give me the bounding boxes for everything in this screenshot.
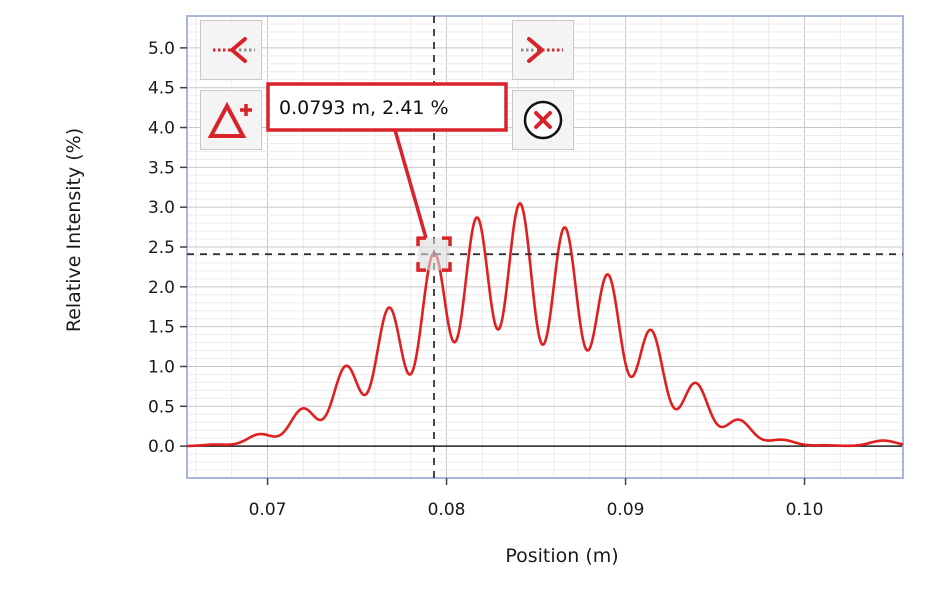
y-tick-label: 2.0 bbox=[148, 278, 175, 298]
prev-peak-button[interactable] bbox=[200, 20, 262, 80]
x-tick-label: 0.10 bbox=[786, 500, 824, 520]
next-peak-button[interactable] bbox=[512, 20, 574, 80]
close-marker-button[interactable] bbox=[512, 90, 574, 150]
delta-plus-icon bbox=[207, 101, 252, 138]
y-tick-label: 3.5 bbox=[148, 158, 175, 178]
y-tick-label: 1.0 bbox=[148, 357, 175, 377]
x-axis-label: Position (m) bbox=[505, 545, 618, 567]
x-tick-label: 0.09 bbox=[607, 500, 645, 520]
y-tick-label: 4.5 bbox=[148, 79, 175, 99]
intensity-series-line bbox=[186, 202, 904, 448]
x-tick-label: 0.07 bbox=[249, 500, 287, 520]
arrow-left-dotted-icon bbox=[213, 37, 255, 63]
series-layer bbox=[186, 202, 904, 448]
circle-x-icon bbox=[523, 100, 563, 140]
y-axis-label: Relative Intensity (%) bbox=[63, 128, 85, 332]
tick-labels: 0.0 0.5 1.0 1.5 2.0 2.5 3.0 3.5 4.0 4.5 5.0 0.07 0.0… bbox=[148, 39, 824, 520]
y-tick-label: 2.5 bbox=[148, 238, 175, 258]
callout-pointer bbox=[393, 129, 428, 239]
y-tick-label: 0.5 bbox=[148, 397, 175, 417]
y-tick-label: 3.0 bbox=[148, 198, 175, 218]
readout-callout: 0.0793 m, 2.41 % bbox=[266, 82, 508, 239]
crosshair[interactable] bbox=[187, 16, 903, 478]
arrow-right-dotted-icon bbox=[521, 37, 563, 63]
x-tick-label: 0.08 bbox=[428, 500, 466, 520]
readout-text: 0.0793 m, 2.41 % bbox=[279, 97, 449, 119]
y-tick-label: 0.0 bbox=[148, 437, 175, 457]
add-delta-button[interactable] bbox=[200, 90, 262, 150]
y-tick-label: 5.0 bbox=[148, 39, 175, 59]
y-tick-label: 1.5 bbox=[148, 318, 175, 338]
cursor-marker-fill[interactable] bbox=[418, 238, 451, 271]
readout-box bbox=[266, 82, 508, 132]
cursor-marker-brackets[interactable] bbox=[416, 236, 452, 272]
y-tick-label: 4.0 bbox=[148, 119, 175, 139]
